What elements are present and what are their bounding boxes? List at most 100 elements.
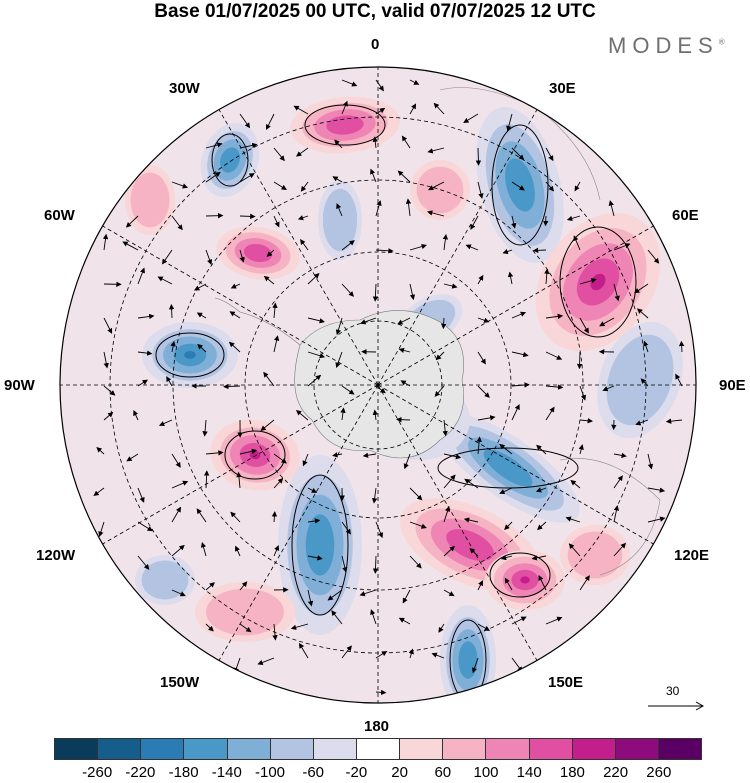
wind-vector [372,283,379,302]
colorbar-tick-label: 20 [391,764,408,781]
circulation-contour [489,552,551,598]
anomaly-contour [483,449,533,487]
wind-vector [438,623,445,633]
wind-vector [471,657,479,674]
colorbar-swatch [183,739,227,759]
lon-label-90e: 90E [719,377,746,394]
lon-label-150w: 150W [160,674,200,691]
wind-vector [636,308,649,319]
wind-vector [475,147,482,166]
wind-vector [465,244,479,251]
wind-vector [427,147,445,154]
wind-vector [335,351,343,369]
wind-vector [375,689,387,696]
wind-vector [372,136,378,149]
wind-vector [442,419,448,437]
meridian-line [377,225,654,386]
circulation-contour [224,430,286,480]
wind-vector [398,617,411,625]
wind-vector [239,581,248,591]
wind-vector [166,376,173,387]
wind-vector [122,241,139,251]
wind-vector [239,113,251,129]
wind-vector [266,113,275,130]
colorbar-tick-label: 180 [559,764,585,781]
colorbar-tick-label: -60 [302,764,325,781]
wind-vector [476,436,482,455]
anomaly-contour [505,158,535,212]
colorbar-tick-label: 60 [434,764,452,781]
wind-vector [341,283,354,297]
wind-vector [273,181,287,190]
wind-vector [477,181,484,199]
wind-vector [613,542,627,557]
wind-vector [511,147,525,161]
colorbar-swatch [269,739,313,759]
wind-vector [375,248,394,254]
wind-vector [477,385,490,398]
wind-vector [409,243,427,251]
wind-vector [273,477,284,489]
wind-vector [341,79,358,87]
wind-vector [205,582,215,591]
wind-vector [230,283,241,289]
colorbar-tick-label: -220 [125,764,156,781]
wind-vector [307,555,323,561]
wind-vector [511,404,520,421]
colorbar-swatch [355,739,400,759]
wind-vector [168,303,175,319]
circulation-contour [155,332,225,378]
wind-vector [435,351,445,361]
wind-vector [103,351,109,369]
wind-vector [370,168,377,183]
wind-vector [196,312,207,319]
map-border [59,66,697,704]
wind-vector [307,273,320,285]
wind-vector [307,487,318,493]
wind-vector [543,215,549,227]
wind-vector [613,452,627,459]
circulation-contour [559,226,637,338]
wind-vector [408,648,414,659]
australia-coast [559,458,661,576]
wind-vector [675,373,683,387]
wind-vector [409,79,420,85]
wind-vector [433,102,445,115]
wind-vector [665,418,683,424]
colorbar-tick-label: 100 [473,764,499,781]
wind-vector [402,589,411,604]
wind-vector [477,580,483,591]
colorbar-swatch [571,739,615,759]
wind-vector [340,407,346,421]
colorbar-tick-label: -260 [82,764,113,781]
meridian-line [102,225,379,386]
wind-vector [545,181,555,192]
colorbar-tick-label: -140 [211,764,242,781]
wind-vector [341,385,355,395]
wind-vector [125,215,139,228]
anomaly-contour [520,576,530,584]
wind-vector [273,335,280,353]
wind-vector [579,278,597,285]
wind-vector [634,283,649,294]
wind-vector [171,480,189,489]
wind-vector [545,147,554,162]
wind-vector [545,384,564,390]
wind-vector [469,548,479,557]
colorbar-tick-label: -180 [168,764,199,781]
wind-vector [126,453,139,462]
wind-vector [477,623,491,631]
wind-vector [565,516,581,523]
wind-vector [360,317,377,325]
wind-vector [535,487,547,493]
wind-vector [260,419,275,432]
anomaly-contour [184,351,196,359]
anomaly-contour [590,273,606,291]
wind-vector [171,544,185,557]
wind-vector [103,385,116,396]
antarctic-peninsula [214,297,301,346]
wind-vector [239,213,256,220]
wind-vector [579,418,594,424]
colorbar-swatch [226,739,270,759]
meridian-line [218,384,379,661]
